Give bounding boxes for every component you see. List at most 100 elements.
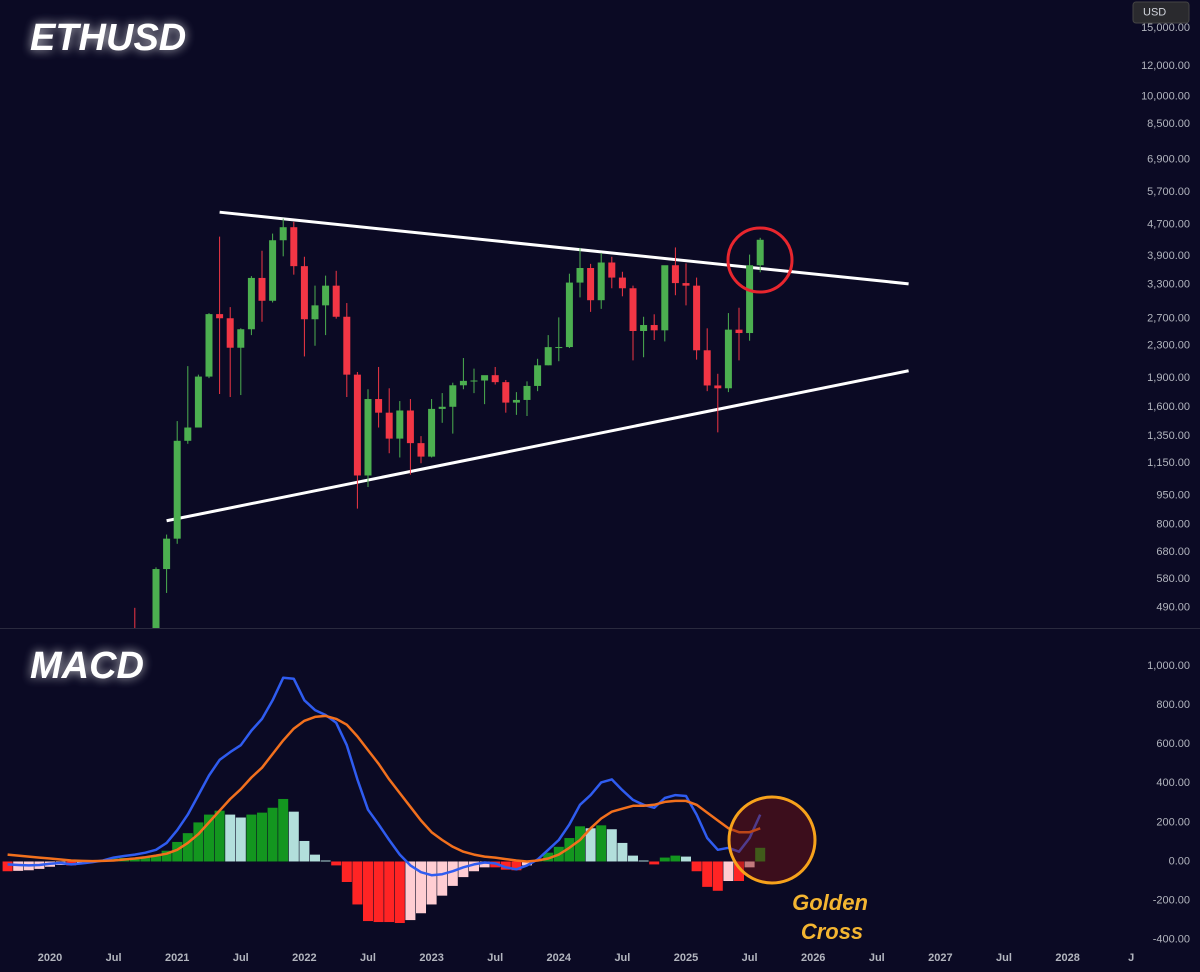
candle-body xyxy=(385,412,393,439)
histogram-bar xyxy=(723,861,734,882)
candle-body xyxy=(703,350,711,386)
y-tick-label: 680.00 xyxy=(1156,546,1190,558)
candle-body xyxy=(512,399,520,403)
x-tick-label: J xyxy=(1128,952,1134,964)
x-tick-label: 2025 xyxy=(674,952,698,964)
candle-body xyxy=(364,399,372,476)
histogram-bar xyxy=(458,861,469,878)
histogram-bar xyxy=(734,861,744,882)
x-tick-label: Jul xyxy=(614,952,630,964)
histogram-bar xyxy=(204,814,214,862)
histogram-bar xyxy=(235,817,246,862)
cross-highlight xyxy=(727,795,817,885)
candle-body xyxy=(671,265,679,284)
histogram-bar xyxy=(617,842,628,862)
trendline xyxy=(219,210,909,286)
y-tick-label: 2,700.00 xyxy=(1147,313,1190,325)
candle-body xyxy=(746,265,754,334)
histogram-bar xyxy=(172,841,183,862)
x-tick-label: Jul xyxy=(487,952,503,964)
candle-body xyxy=(618,277,626,289)
candle-body xyxy=(470,380,478,382)
y-tick-label: 800.00 xyxy=(1156,699,1190,711)
histogram-bar xyxy=(384,861,395,923)
candle-body xyxy=(396,410,404,439)
candle-body xyxy=(332,285,340,317)
y-tick-label: 580.00 xyxy=(1156,573,1190,585)
histogram-bar xyxy=(394,861,405,924)
candle-body xyxy=(152,569,160,628)
y-tick-label: 3,900.00 xyxy=(1147,250,1190,262)
histogram-bar xyxy=(161,850,172,862)
candle-body xyxy=(269,240,277,301)
candle-body xyxy=(428,408,436,457)
histogram-bar xyxy=(649,861,660,865)
candle-body xyxy=(587,268,595,301)
histogram-bar xyxy=(257,812,267,862)
macd-title: MACD xyxy=(30,645,144,687)
histogram-bar xyxy=(140,856,151,862)
candle-body xyxy=(258,277,266,301)
currency: USD xyxy=(1143,6,1166,18)
candle-body xyxy=(565,282,573,348)
candle-body xyxy=(322,285,330,306)
histogram-bar xyxy=(182,833,193,862)
y-tick-label: 400.00 xyxy=(1156,777,1190,789)
y-tick-label: 1,600.00 xyxy=(1147,401,1190,413)
y-tick-label: 15,000.00 xyxy=(1141,22,1190,34)
candle-body xyxy=(714,385,722,389)
candle-body xyxy=(311,305,319,320)
y-tick-label: 4,700.00 xyxy=(1147,219,1190,231)
histogram-bar xyxy=(310,854,320,862)
histogram-bar xyxy=(267,807,278,862)
candle-body xyxy=(406,410,414,444)
y-tick-label: -200.00 xyxy=(1153,894,1190,906)
histogram-bar xyxy=(341,861,352,882)
x-tick-label: Jul xyxy=(996,952,1012,964)
breakout-highlight xyxy=(726,226,794,294)
annotation: Cross xyxy=(801,919,863,944)
y-tick-label: 950.00 xyxy=(1156,490,1190,502)
x-tick-label: 2026 xyxy=(801,952,825,964)
candle-body xyxy=(375,399,383,413)
histogram-bar xyxy=(278,798,289,862)
candle-body xyxy=(481,375,489,381)
x-tick-label: 2028 xyxy=(1055,952,1079,964)
y-tick-label: 8,500.00 xyxy=(1147,118,1190,130)
histogram-bar xyxy=(702,861,713,887)
y-tick-label: 1,350.00 xyxy=(1147,430,1190,442)
histogram-bar xyxy=(2,861,13,872)
x-tick-label: 2024 xyxy=(547,952,572,964)
candle-body xyxy=(353,374,361,476)
candle-body xyxy=(173,440,181,539)
candle-body xyxy=(290,227,298,267)
histogram-bar xyxy=(373,861,384,923)
histogram-bar xyxy=(681,856,691,862)
histogram-bar xyxy=(320,860,331,862)
candle-body xyxy=(640,325,648,331)
candle-body xyxy=(735,329,743,334)
macd-line xyxy=(7,714,761,863)
candle-body xyxy=(459,380,467,386)
histogram-bar xyxy=(352,861,363,905)
x-tick-label: Jul xyxy=(360,952,376,964)
histogram-bar xyxy=(416,861,426,914)
histogram-bar xyxy=(691,861,702,872)
histogram-bar xyxy=(606,829,617,862)
y-tick-label: 1,900.00 xyxy=(1147,372,1190,384)
histogram-bar xyxy=(670,855,681,862)
y-tick-label: 1,000.00 xyxy=(1147,660,1190,672)
candle-body xyxy=(576,268,584,283)
candle-body xyxy=(555,347,563,349)
candle-body xyxy=(724,329,732,389)
y-tick-label: 1,150.00 xyxy=(1147,457,1190,469)
candle-body xyxy=(184,427,192,441)
x-tick-label: 2021 xyxy=(165,952,189,964)
histogram-bar xyxy=(193,822,204,862)
histogram-bar xyxy=(500,861,511,870)
y-tick-label: 6,900.00 xyxy=(1147,154,1190,166)
histogram-bar xyxy=(564,838,575,862)
candle-body xyxy=(682,283,690,286)
histogram-bar xyxy=(596,825,607,862)
